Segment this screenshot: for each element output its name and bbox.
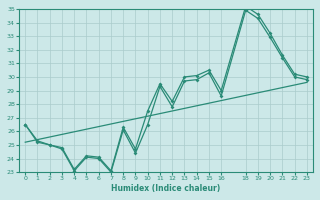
X-axis label: Humidex (Indice chaleur): Humidex (Indice chaleur) bbox=[111, 184, 221, 193]
